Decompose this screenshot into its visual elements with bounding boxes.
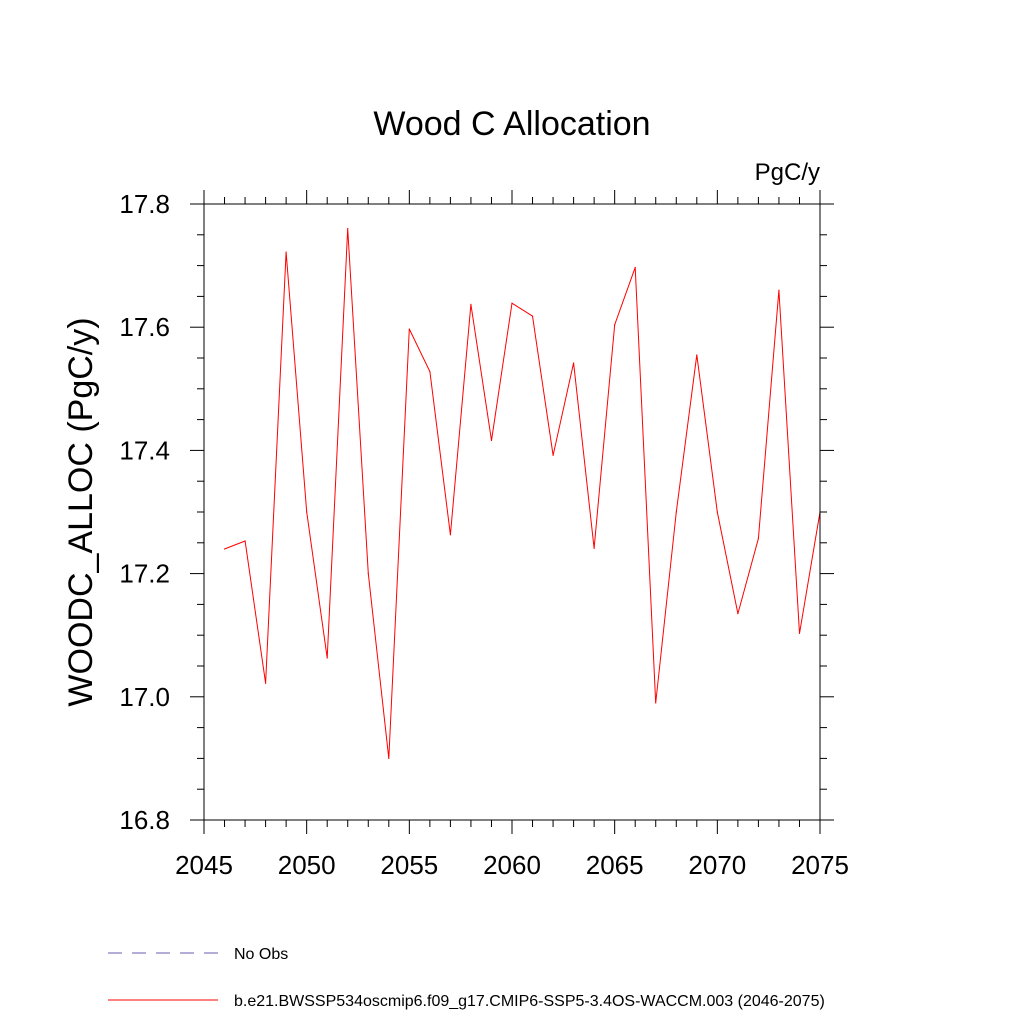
data-point [655, 702, 657, 704]
data-point [285, 251, 287, 253]
x-tick-label: 2055 [380, 850, 438, 880]
data-point [367, 573, 369, 575]
data-point [408, 328, 410, 330]
data-point [265, 682, 267, 684]
x-tick-label: 2070 [688, 850, 746, 880]
data-point [552, 454, 554, 456]
data-point [573, 362, 575, 364]
x-tick-label: 2050 [278, 850, 336, 880]
axis-ticks [190, 190, 834, 834]
y-axis-label: WOODC_ALLOC (PgC/y) [62, 317, 100, 706]
legend-label-no-obs: No Obs [234, 946, 288, 963]
x-tick-labels: 2045 2050 2055 2060 2065 2070 2075 [175, 850, 849, 880]
data-point [306, 511, 308, 513]
legend-label-model: b.e21.BWSSP534oscmip6.f09_g17.CMIP6-SSP5… [234, 993, 825, 1010]
plot-frame [203, 203, 821, 821]
units-label: PgC/y [755, 159, 820, 186]
y-tick-labels: 16.8 17.0 17.2 17.4 17.6 17.8 [119, 189, 170, 835]
y-tick-label: 17.2 [119, 559, 170, 589]
series-group [223, 228, 821, 760]
y-tick-label: 17.4 [119, 435, 170, 465]
data-point [531, 315, 534, 317]
data-point [737, 613, 739, 615]
data-point [778, 289, 780, 291]
data-point [429, 370, 431, 373]
data-point [614, 324, 616, 326]
data-point [757, 537, 760, 540]
series-line [224, 228, 821, 759]
legend: No Obs b.e21.BWSSP534oscmip6.f09_g17.CMI… [108, 946, 825, 1010]
data-point [223, 548, 226, 550]
data-point [716, 511, 718, 513]
y-tick-label: 17.8 [119, 189, 170, 219]
data-point [244, 540, 246, 542]
x-tick-label: 2060 [483, 850, 541, 880]
y-tick-label: 17.0 [119, 682, 170, 712]
data-point [696, 354, 698, 356]
data-point [593, 547, 595, 549]
data-point [798, 632, 801, 634]
y-tick-label: 16.8 [119, 805, 170, 835]
data-point [675, 511, 677, 513]
data-point [490, 439, 493, 442]
data-point [449, 534, 451, 536]
x-tick-label: 2045 [175, 850, 233, 880]
data-point [388, 757, 390, 760]
x-tick-label: 2075 [791, 850, 849, 880]
data-point [347, 228, 349, 230]
y-tick-label: 17.6 [119, 312, 170, 342]
data-point [511, 302, 513, 304]
x-tick-label: 2065 [586, 850, 644, 880]
data-point [326, 657, 328, 659]
data-point [470, 303, 472, 306]
chart-title: Wood C Allocation [373, 105, 650, 143]
data-point [634, 266, 636, 269]
